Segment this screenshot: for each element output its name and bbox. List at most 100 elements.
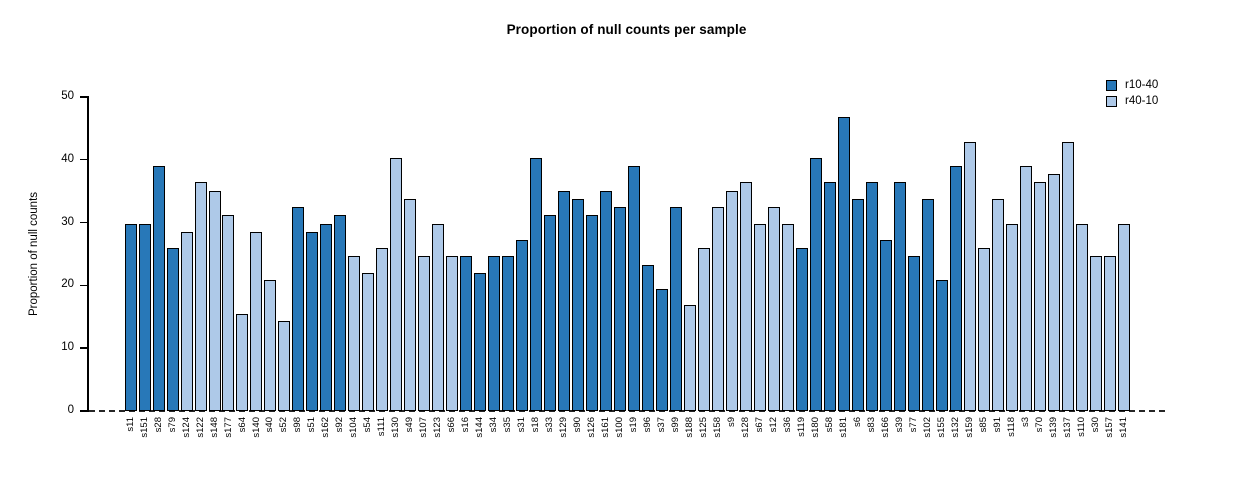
x-label-s99: s99: [670, 417, 681, 433]
x-label-s137: s137: [1061, 417, 1073, 438]
x-label-s92: s92: [334, 417, 346, 433]
bar-s177: [222, 215, 235, 411]
x-label-s64: s64: [236, 417, 248, 433]
x-label-s130: s130: [390, 417, 402, 438]
y-tick-label-50: 50: [61, 89, 74, 102]
bar-s125: [697, 248, 710, 411]
x-label-s96: s96: [642, 417, 653, 433]
x-label-s39: s39: [893, 417, 905, 433]
bar-s79: [166, 248, 179, 411]
bar-s30: [1089, 256, 1102, 411]
x-label-s132: s132: [949, 417, 961, 438]
legend-swatch-r10-40: [1106, 79, 1117, 91]
bar-s188: [684, 305, 696, 411]
x-label-s34: s34: [488, 417, 500, 433]
bar-s70: [1033, 182, 1046, 411]
x-label-s123: s123: [432, 417, 444, 438]
x-label-s58: s58: [823, 417, 835, 433]
chart-title: Proportion of null counts per sample: [506, 22, 747, 37]
bar-s144: [474, 272, 487, 411]
x-label-s125: s125: [698, 417, 709, 438]
bar-s16: [460, 256, 473, 411]
bar-s99: [670, 207, 682, 411]
bar-s3: [1019, 166, 1032, 411]
x-label-s70: s70: [1033, 417, 1045, 433]
bar-s118: [1005, 223, 1018, 411]
bar-s19: [628, 166, 641, 411]
bar-s6: [851, 199, 864, 411]
bar-s104: [348, 256, 361, 411]
y-tick-label-0: 0: [67, 404, 74, 416]
x-label-s148: s148: [208, 417, 220, 438]
bar-s33: [544, 215, 557, 411]
x-label-s9: s9: [726, 417, 737, 428]
bar-s31: [516, 240, 529, 411]
bar-s11: [124, 223, 137, 411]
y-tick-50: [80, 96, 87, 98]
x-label-s177: s177: [222, 417, 234, 438]
bar-s66: [446, 256, 459, 411]
x-label-s3: s3: [1019, 417, 1031, 428]
x-label-s12: s12: [767, 417, 779, 433]
bar-s122: [194, 182, 207, 411]
x-label-s166: s166: [879, 417, 891, 438]
bar-s67: [753, 223, 766, 411]
zero-dashed-line: [89, 410, 1165, 412]
bar-s18: [530, 158, 543, 411]
y-axis-title: Proportion of null counts: [28, 191, 40, 317]
x-label-s188: s188: [684, 417, 695, 438]
bar-s34: [488, 256, 501, 411]
y-tick-label-20: 20: [61, 278, 74, 291]
x-label-s119: s119: [795, 417, 807, 437]
bar-s157: [1103, 256, 1116, 411]
bar-s151: [138, 223, 151, 411]
y-tick-0: [80, 410, 87, 412]
x-label-s31: s31: [516, 417, 528, 433]
bar-s123: [432, 223, 445, 411]
x-label-s144: s144: [474, 417, 486, 438]
x-label-s16: s16: [460, 417, 472, 433]
x-label-s79: s79: [166, 417, 178, 433]
x-label-s54: s54: [362, 417, 374, 433]
bar-s92: [334, 215, 347, 411]
bar-s49: [404, 199, 417, 411]
bar-s51: [306, 231, 319, 411]
bar-s166: [879, 240, 892, 411]
bar-s128: [739, 182, 752, 411]
x-label-s110: s110: [1075, 417, 1087, 437]
bar-s159: [963, 141, 976, 411]
x-label-s28: s28: [152, 417, 164, 433]
x-label-s36: s36: [781, 417, 793, 433]
bar-s119: [795, 248, 808, 411]
bar-s83: [865, 182, 878, 411]
x-label-s158: s158: [712, 417, 723, 438]
x-label-s141: s141: [1117, 417, 1129, 438]
x-label-s162: s162: [320, 417, 332, 438]
bar-s148: [208, 191, 221, 411]
x-label-s19: s19: [628, 417, 640, 433]
x-label-s139: s139: [1047, 417, 1059, 438]
bar-s161: [600, 191, 613, 411]
bar-s126: [586, 215, 599, 411]
x-label-s66: s66: [446, 417, 458, 433]
x-label-s102: s102: [921, 417, 933, 438]
bar-s102: [921, 199, 934, 411]
x-label-s181: s181: [837, 417, 849, 438]
legend-label-r40-10: r40-10: [1125, 95, 1159, 107]
bar-s64: [236, 313, 249, 411]
x-label-s126: s126: [586, 417, 598, 438]
bar-s130: [390, 158, 403, 411]
legend-item-r40-10: r40-10: [1106, 93, 1158, 109]
x-label-s155: s155: [935, 417, 947, 438]
bar-s35: [502, 256, 515, 411]
x-label-s30: s30: [1089, 417, 1101, 433]
x-label-s33: s33: [544, 417, 556, 433]
bar-s85: [977, 248, 990, 411]
x-label-s51: s51: [306, 417, 318, 433]
y-tick-40: [80, 158, 87, 161]
x-label-s140: s140: [250, 417, 262, 438]
y-tick-label-40: 40: [61, 152, 74, 165]
bar-s137: [1061, 141, 1074, 411]
x-label-s151: s151: [138, 417, 150, 438]
bar-s129: [558, 191, 571, 411]
